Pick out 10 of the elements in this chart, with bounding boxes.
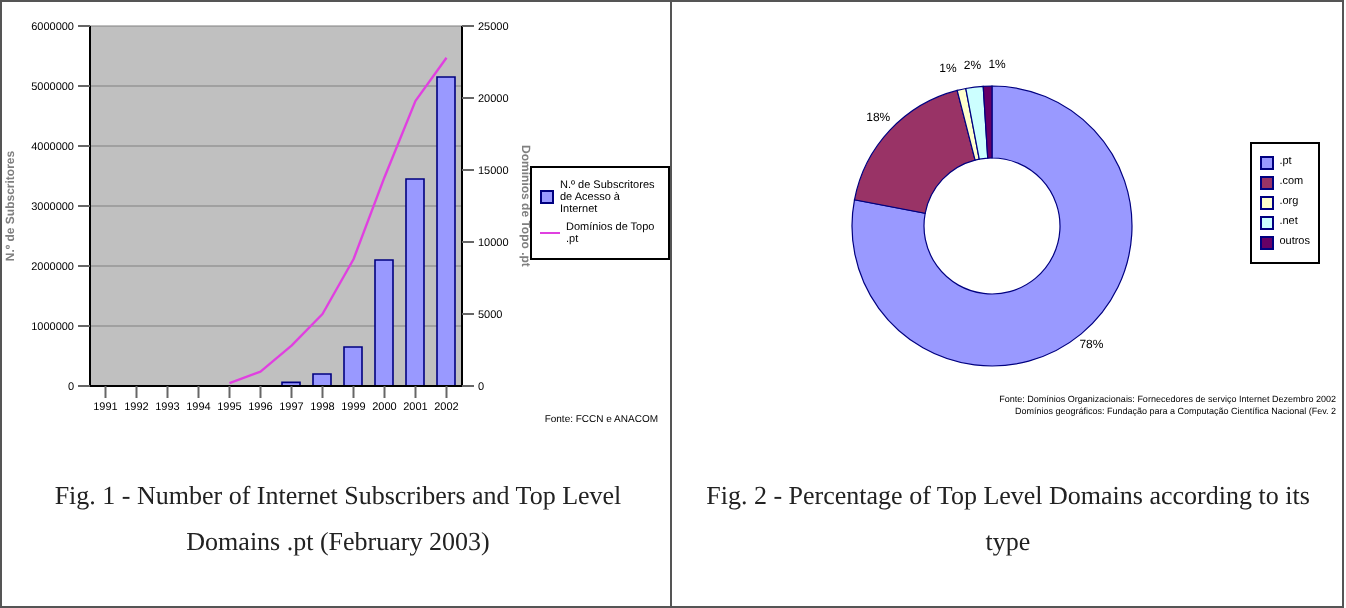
line-series [228,56,448,385]
bar [405,178,425,386]
bar [436,76,456,386]
bar [374,259,394,386]
donut-slice [851,85,1133,367]
text: Fig. 1 - Number of Internet Subscribers and Top Level Domains .pt (February 2003) [52,478,624,560]
bar [312,373,332,386]
donut-slice [965,85,989,160]
text: Fig. 2 - Percentage of Top Level Domains according to its type [704,478,1312,560]
bar [343,346,363,386]
